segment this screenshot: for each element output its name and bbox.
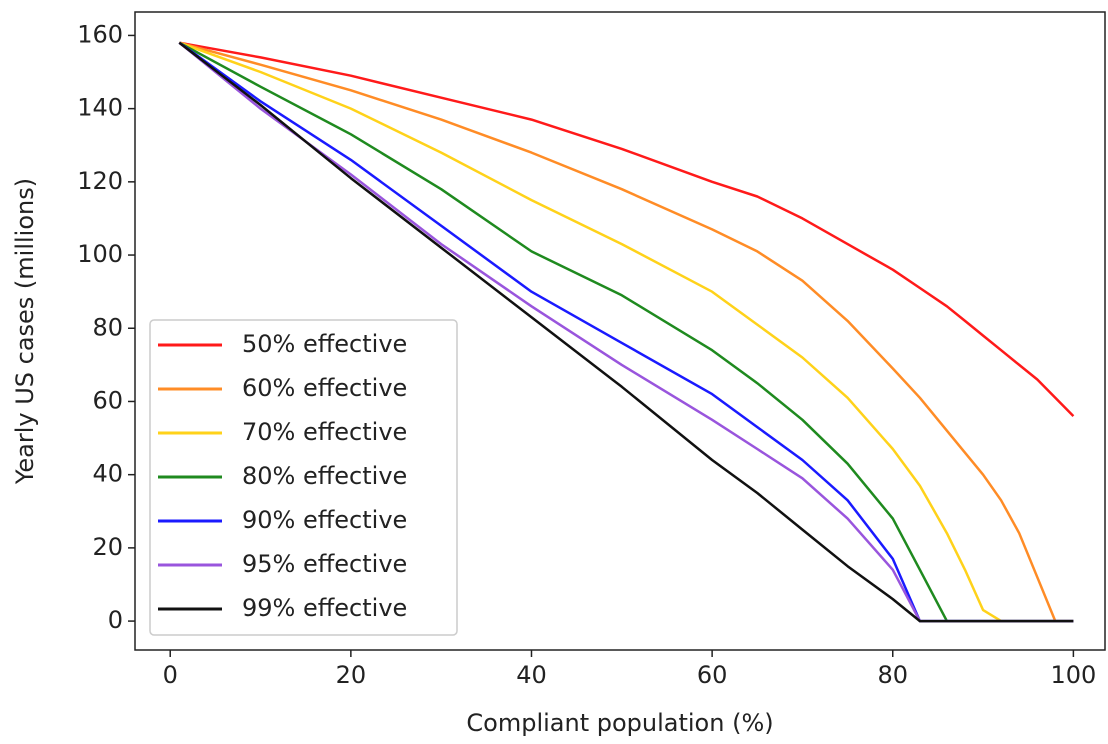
legend-label: 95% effective <box>242 550 407 578</box>
y-tick-label: 100 <box>77 240 123 268</box>
x-axis-label: Compliant population (%) <box>466 709 773 737</box>
y-tick-label: 40 <box>92 460 123 488</box>
y-tick-label: 80 <box>92 313 123 341</box>
plot-frame <box>134 11 1106 651</box>
y-tick-label: 160 <box>77 20 123 48</box>
y-tick-label: 20 <box>92 533 123 561</box>
legend-label: 60% effective <box>242 374 407 402</box>
series-line <box>179 41 1075 417</box>
series-line <box>178 41 1074 623</box>
y-tick-label: 60 <box>92 386 123 414</box>
legend-label: 70% effective <box>242 418 407 446</box>
legend-label: 90% effective <box>242 506 407 534</box>
legend-label: 99% effective <box>242 594 407 622</box>
x-tick-label: 20 <box>336 661 367 689</box>
y-axis-label: Yearly US cases (millions) <box>11 178 39 485</box>
x-tick-label: 40 <box>516 661 547 689</box>
legend-box <box>149 319 458 636</box>
x-tick-label: 0 <box>163 661 178 689</box>
y-tick-label: 120 <box>77 167 123 195</box>
x-tick-label: 80 <box>877 661 908 689</box>
legend-label: 50% effective <box>242 330 407 358</box>
x-tick-label: 100 <box>1050 661 1096 689</box>
y-tick-label: 140 <box>77 94 123 122</box>
legend-label: 80% effective <box>242 462 407 490</box>
y-tick-label: 0 <box>108 606 123 634</box>
series-line <box>178 41 1074 623</box>
x-tick-label: 60 <box>697 661 728 689</box>
